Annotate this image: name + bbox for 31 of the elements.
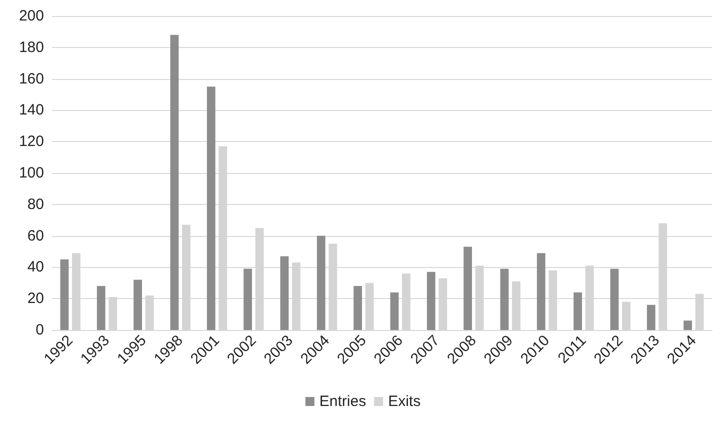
y-tick-label: 120: [18, 133, 44, 150]
legend-label: Exits: [388, 393, 421, 410]
bar: [60, 259, 69, 330]
y-tick-label: 160: [18, 70, 44, 88]
bar: [96, 286, 106, 330]
bar: [536, 253, 546, 330]
bar: [280, 256, 289, 330]
y-tick-label: 140: [18, 102, 44, 119]
y-tick-label: 200: [18, 8, 44, 24]
bar: [390, 292, 399, 330]
y-tick-label: 40: [27, 258, 44, 276]
legend-label: Entries: [319, 393, 366, 410]
bar: [170, 34, 179, 330]
y-tick-label: 180: [18, 38, 44, 56]
bar: [354, 286, 362, 330]
y-tick-label: 80: [27, 196, 44, 213]
bar: [574, 292, 582, 330]
bar: [684, 320, 692, 330]
bar: [316, 236, 326, 330]
y-tick-label: 0: [36, 322, 44, 338]
bar: [646, 304, 656, 330]
bar: [464, 246, 472, 330]
y-tick-label: 100: [18, 164, 44, 182]
bar: [500, 268, 509, 330]
bar: [426, 272, 436, 330]
bar: [134, 280, 142, 330]
y-tick-label: 60: [27, 227, 44, 244]
bar: [244, 268, 252, 330]
y-tick-label: 20: [27, 290, 44, 308]
bar: [610, 268, 619, 330]
bar: [206, 86, 216, 330]
